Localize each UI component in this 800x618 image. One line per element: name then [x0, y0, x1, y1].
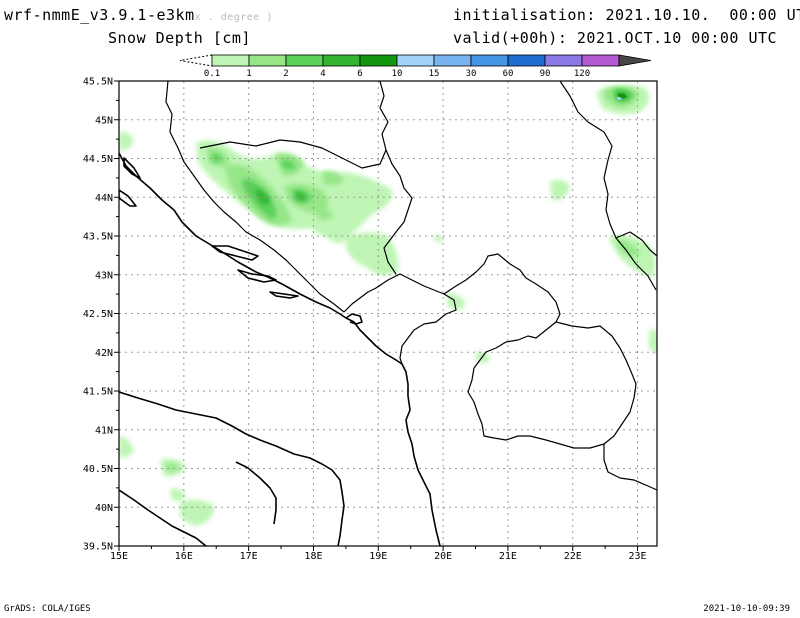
- coastline-italy-heel: [235, 461, 277, 525]
- colorbar-level-label: 60: [503, 69, 514, 79]
- init-label: initialisation:: [453, 6, 596, 24]
- valid-line: valid(+00h): 2021.OCT.10 00:00 UTC: [453, 29, 777, 47]
- snow-area-montenegro: [346, 232, 399, 276]
- lat-label: 45N: [95, 115, 113, 126]
- snow-area-italy-3: [170, 488, 186, 502]
- coastline-bay-kotor: [345, 313, 363, 325]
- lat-label: 43.5N: [83, 232, 113, 243]
- colorbar: 0.1 1 2 4 6 10 15 30 60 90 120: [179, 54, 652, 79]
- snow-area-italy-1: [119, 436, 134, 458]
- lat-label: 40N: [95, 503, 113, 514]
- footer-timestamp: 2021-10-10-09:39: [703, 604, 790, 614]
- snow-mid2-3: [282, 159, 296, 170]
- snow-high-1: [254, 189, 270, 205]
- snow-area-bulgaria: [608, 235, 656, 278]
- colorbar-level-label: 120: [574, 69, 590, 79]
- colorbar-level-label: 10: [392, 69, 403, 79]
- colorbar-over-triangle: [618, 54, 652, 67]
- snow-mid-6: [316, 208, 334, 220]
- init-value: 2021.10.10. 00:00 UTC: [605, 6, 800, 24]
- axis-labels: 45.5N 45N 44.5N 44N 43.5N 43N 42.5N 42N 41.5N 41N…: [83, 77, 647, 563]
- lon-label: 19E: [369, 551, 387, 562]
- coastline-italy: [119, 391, 345, 546]
- island-korcula: [237, 269, 277, 283]
- lat-label: 42.5N: [83, 309, 113, 320]
- snow-area-islet: [434, 235, 444, 242]
- lon-label: 21E: [499, 551, 517, 562]
- coastline-adriatic-east: [119, 152, 441, 546]
- lat-label: 41N: [95, 425, 113, 436]
- valid-value: 2021.OCT.10 00:00 UTC: [576, 29, 778, 47]
- colorbar-level-label: 2: [283, 69, 288, 79]
- model-suffix: x . degree ): [194, 12, 273, 23]
- snow-mid-5: [322, 171, 344, 186]
- colorbar-under-triangle: [179, 54, 213, 67]
- border-north-macedonia-bulgaria: [555, 321, 633, 375]
- lat-label: 44N: [95, 193, 113, 204]
- border-drina: [383, 149, 413, 275]
- snow-mid-8: [616, 239, 640, 257]
- footer-grads: GrADS: COLA/IGES: [4, 604, 91, 614]
- lon-label: 23E: [629, 551, 647, 562]
- border-albania-north-macedonia: [467, 367, 637, 449]
- lon-label: 18E: [304, 551, 322, 562]
- snow-area-east-edge: [648, 329, 657, 353]
- island-pag: [119, 189, 137, 207]
- valid-label: valid(+00h):: [453, 29, 568, 47]
- lat-label: 42N: [95, 348, 113, 359]
- lon-label: 22E: [564, 551, 582, 562]
- colorbar-level-label: 1: [246, 69, 251, 79]
- border-kosovo: [443, 253, 561, 369]
- snow-area-kosovo-south: [476, 351, 490, 363]
- island-krk: [123, 157, 141, 179]
- lon-label: 16E: [175, 551, 193, 562]
- snow-high-2: [296, 192, 306, 201]
- axis-ticks: [114, 80, 639, 551]
- lat-label: 43N: [95, 270, 113, 281]
- colorbar-level-label: 30: [466, 69, 477, 79]
- model-name: wrf-nmmE_v3.9.1-e3km: [4, 6, 195, 24]
- lon-label: 15E: [110, 551, 128, 562]
- field-title: Snow Depth [cm]: [108, 29, 251, 47]
- snow-mid2-1: [212, 153, 222, 162]
- colorbar-level-label: 0.1: [204, 69, 220, 79]
- lat-label: 41.5N: [83, 387, 113, 398]
- island-hvar: [211, 245, 259, 261]
- lat-label: 44.5N: [83, 154, 113, 165]
- border-east: [615, 231, 657, 257]
- snow-core-2: [617, 96, 622, 100]
- lat-label: 40.5N: [83, 464, 113, 475]
- init-line: initialisation: 2021.10.10. 00:00 UTC: [453, 6, 800, 24]
- colorbar-level-label: 90: [540, 69, 551, 79]
- coastline-italy-south: [119, 489, 207, 546]
- snow-area-croatia-west: [119, 131, 134, 151]
- border-bosnia-serbia: [199, 81, 389, 169]
- border-serbia-romania: [559, 81, 657, 291]
- lon-label: 20E: [434, 551, 452, 562]
- lat-label: 45.5N: [83, 77, 113, 88]
- lat-label: 39.5N: [83, 542, 113, 553]
- island-mljet: [269, 291, 299, 299]
- snow-mid-9: [166, 463, 180, 472]
- snow-area-kosovo: [447, 293, 466, 310]
- border-croatia-bosnia: [165, 81, 345, 313]
- snow-area-italy-4: [179, 499, 214, 526]
- snow-fields: [119, 84, 657, 526]
- lon-label: 17E: [240, 551, 258, 562]
- border-greece-turkey: [603, 444, 657, 491]
- colorbar-level-label: 6: [357, 69, 362, 79]
- colorbar-level-label: 15: [429, 69, 440, 79]
- model-title: wrf-nmmE_v3.9.1-e3kmx . degree ): [4, 6, 273, 24]
- snow-core-1: [618, 93, 627, 99]
- colorbar-level-label: 4: [320, 69, 325, 79]
- snow-area-serbia-east: [550, 179, 570, 201]
